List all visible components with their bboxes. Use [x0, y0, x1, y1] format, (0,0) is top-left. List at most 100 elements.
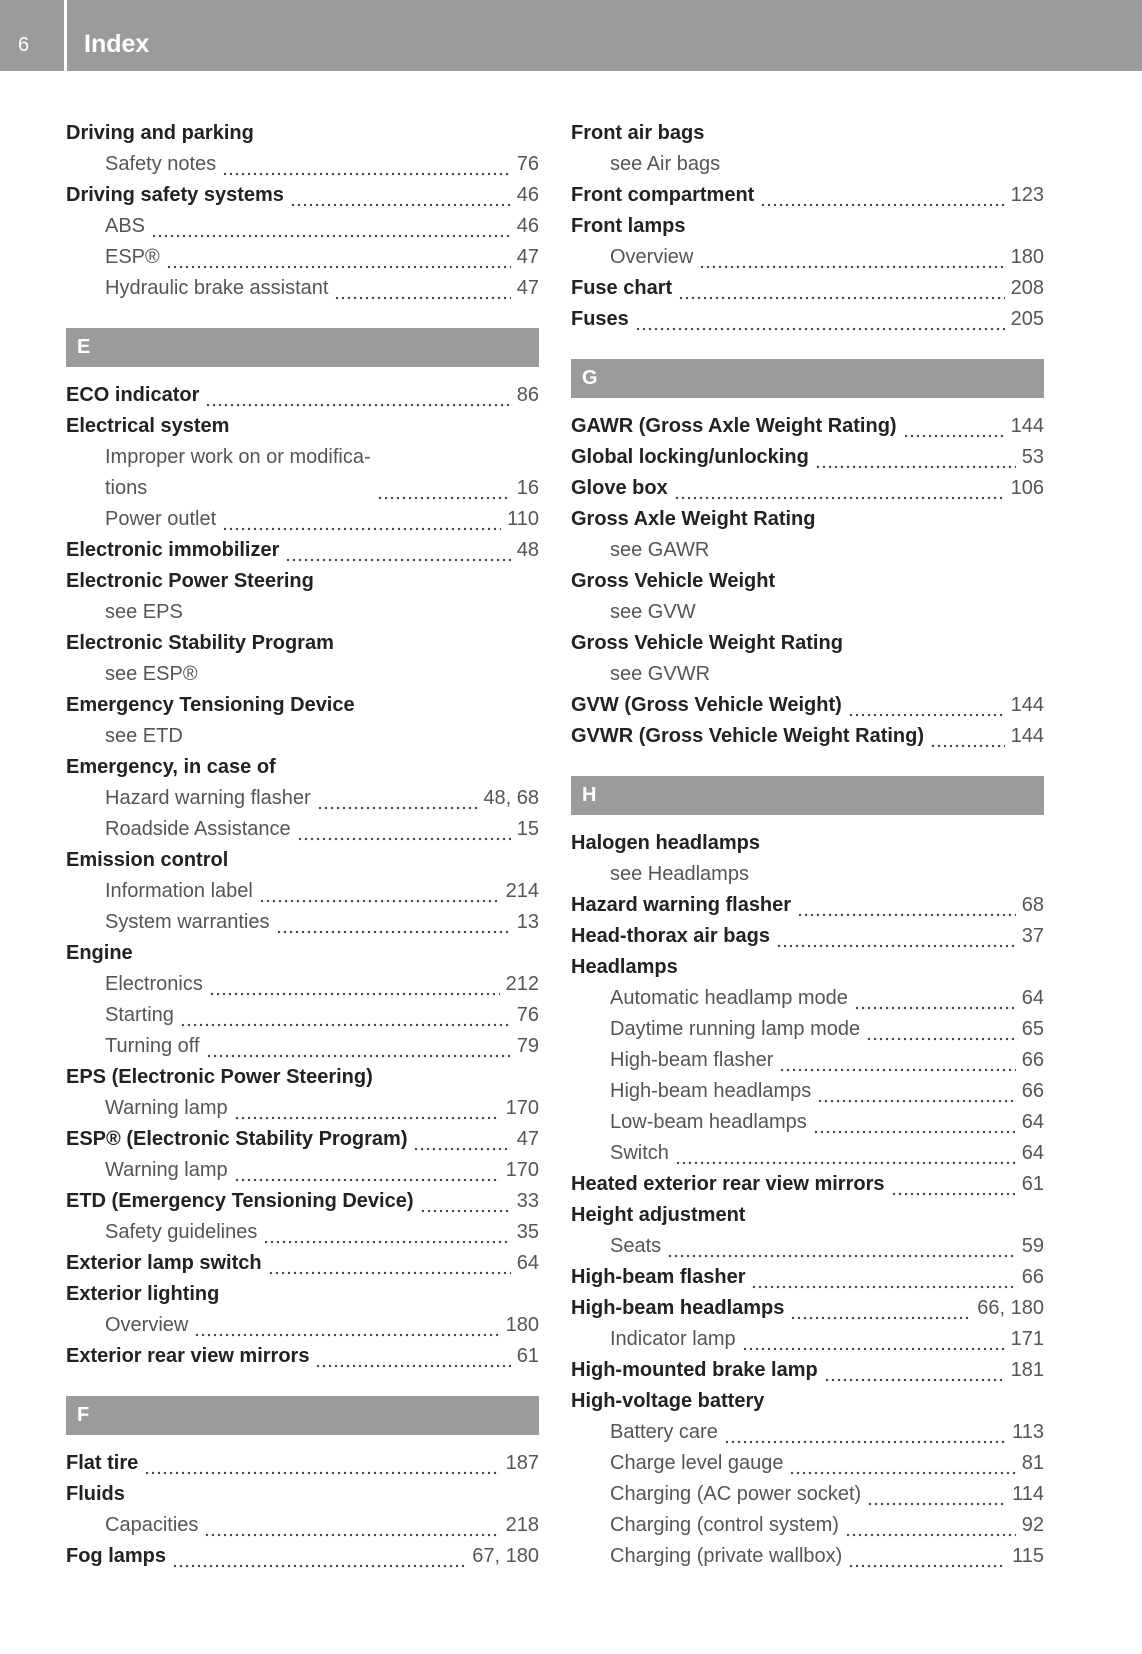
dot-leader	[208, 969, 500, 1000]
index-subentry: Automatic headlamp mode 64	[571, 983, 1044, 1014]
index-entry: Halogen headlamps	[571, 828, 1044, 859]
index-subentry: Starting 76	[66, 1000, 539, 1031]
entry-term: Driving and parking	[66, 122, 254, 144]
index-entry: Global locking/unlocking 53	[571, 442, 1044, 473]
entry-term: ESP®	[105, 246, 160, 268]
entry-term: Driving safety systems	[66, 184, 284, 206]
dot-leader	[222, 504, 502, 535]
index-subentry: see GAWR	[571, 535, 1044, 566]
entry-page: 123	[1010, 184, 1044, 206]
entry-term: ETD (Emergency Tensioning Device)	[66, 1190, 414, 1212]
index-entry: Fuse chart 208	[571, 273, 1044, 304]
index-entry: Flat tire 187	[66, 1448, 539, 1479]
entry-term: High-beam flasher	[610, 1049, 774, 1071]
entry-term: Starting	[105, 1004, 174, 1026]
entry-term: Charging (control system)	[610, 1514, 839, 1536]
entry-term: see ETD	[105, 725, 183, 747]
entry-term: ECO indicator	[66, 384, 200, 406]
dot-leader	[667, 1231, 1016, 1262]
index-entry: Exterior lighting	[66, 1279, 539, 1310]
dot-leader	[848, 1541, 1007, 1572]
dot-leader	[419, 1186, 511, 1217]
index-entry: Electronic immobilizer 48	[66, 535, 539, 566]
entry-page: 76	[516, 153, 539, 175]
entry-term: High-voltage battery	[571, 1390, 765, 1412]
index-subentry: Information label 214	[66, 876, 539, 907]
dot-leader	[222, 149, 511, 180]
entry-term: Height adjustment	[571, 1204, 746, 1226]
dot-leader	[233, 1155, 500, 1186]
letter-heading: G	[571, 359, 1044, 398]
dot-leader	[165, 242, 511, 273]
entry-term: Exterior lighting	[66, 1283, 220, 1305]
entry-term: Warning lamp	[105, 1097, 228, 1119]
entry-page: 170	[505, 1159, 539, 1181]
dot-leader	[233, 1093, 500, 1124]
entry-term: Exterior lamp switch	[66, 1252, 262, 1274]
entry-term: Electronic Power Steering	[66, 570, 314, 592]
entry-page: 61	[1021, 1173, 1044, 1195]
entry-page: 214	[505, 880, 539, 902]
entry-term: Warning lamp	[105, 1159, 228, 1181]
index-subentry: see ETD	[66, 721, 539, 752]
dot-leader	[699, 242, 1005, 273]
dot-leader	[296, 814, 511, 845]
entry-term: Information label	[105, 880, 253, 902]
entry-page: 115	[1012, 1545, 1044, 1567]
letter-heading: E	[66, 328, 539, 367]
dot-leader	[823, 1355, 1005, 1386]
entry-term: Capacities	[105, 1514, 199, 1536]
entry-page: 59	[1021, 1235, 1044, 1257]
entry-page: 113	[1012, 1421, 1044, 1443]
entry-page: 79	[516, 1035, 539, 1057]
index-entry: Fog lamps 67, 180	[66, 1541, 539, 1572]
index-column: Front air bags see Air bags Front compartm…	[571, 118, 1044, 1572]
entry-page: 205	[1010, 308, 1044, 330]
dot-leader	[275, 907, 511, 938]
dot-leader	[790, 1293, 972, 1324]
entry-term: Power outlet	[105, 508, 217, 530]
dot-leader	[853, 983, 1016, 1014]
index-subentry: Charging (control system) 92	[571, 1510, 1044, 1541]
entry-term: Electronic immobilizer	[66, 539, 280, 561]
index-subentry: Safety guidelines 35	[66, 1217, 539, 1248]
index-entry: Hazard warning flasher 68	[571, 890, 1044, 921]
index-entry: Head-thorax air bags 37	[571, 921, 1044, 952]
dot-leader	[334, 273, 511, 304]
dot-leader	[263, 1217, 511, 1248]
entry-page: 46	[516, 215, 539, 237]
index-entry: Emergency Tensioning Device	[66, 690, 539, 721]
entry-page: 171	[1010, 1328, 1044, 1350]
dot-leader	[289, 180, 511, 211]
dot-leader	[205, 1031, 511, 1062]
dot-leader	[315, 1341, 511, 1372]
entry-term: Gross Vehicle Weight	[571, 570, 776, 592]
entry-page: 33	[516, 1190, 539, 1212]
entry-page: 114	[1012, 1483, 1044, 1505]
index-subentry: Daytime running lamp mode 65	[571, 1014, 1044, 1045]
index-entry: ECO indicator 86	[66, 380, 539, 411]
entry-term: see GVWR	[610, 663, 711, 685]
entry-page: 181	[1010, 1359, 1044, 1381]
dot-leader	[413, 1124, 511, 1155]
entry-term: Exterior rear view mirrors	[66, 1345, 310, 1367]
entry-term: Gross Vehicle Weight Rating	[571, 632, 843, 654]
dot-leader	[258, 876, 500, 907]
entry-page: 144	[1010, 415, 1044, 437]
index-subentry: Low-beam headlamps 64	[571, 1107, 1044, 1138]
entry-term: Global locking/unlocking	[571, 446, 809, 468]
entry-term: Hazard warning flasher	[571, 894, 792, 916]
index-subentry: see Headlamps	[571, 859, 1044, 890]
entry-page: 16	[516, 477, 539, 499]
index-subentry: Overview 180	[66, 1310, 539, 1341]
dot-leader	[204, 1510, 500, 1541]
index-subentry: see ESP®	[66, 659, 539, 690]
entry-term: see Air bags	[610, 153, 721, 175]
entry-page: 76	[516, 1004, 539, 1026]
entry-term: Fuses	[571, 308, 629, 330]
index-subentry: see GVWR	[571, 659, 1044, 690]
dot-leader	[285, 535, 511, 566]
index-subentry: Seats 59	[571, 1231, 1044, 1262]
entry-page: 47	[516, 277, 539, 299]
index-subentry: see GVW	[571, 597, 1044, 628]
